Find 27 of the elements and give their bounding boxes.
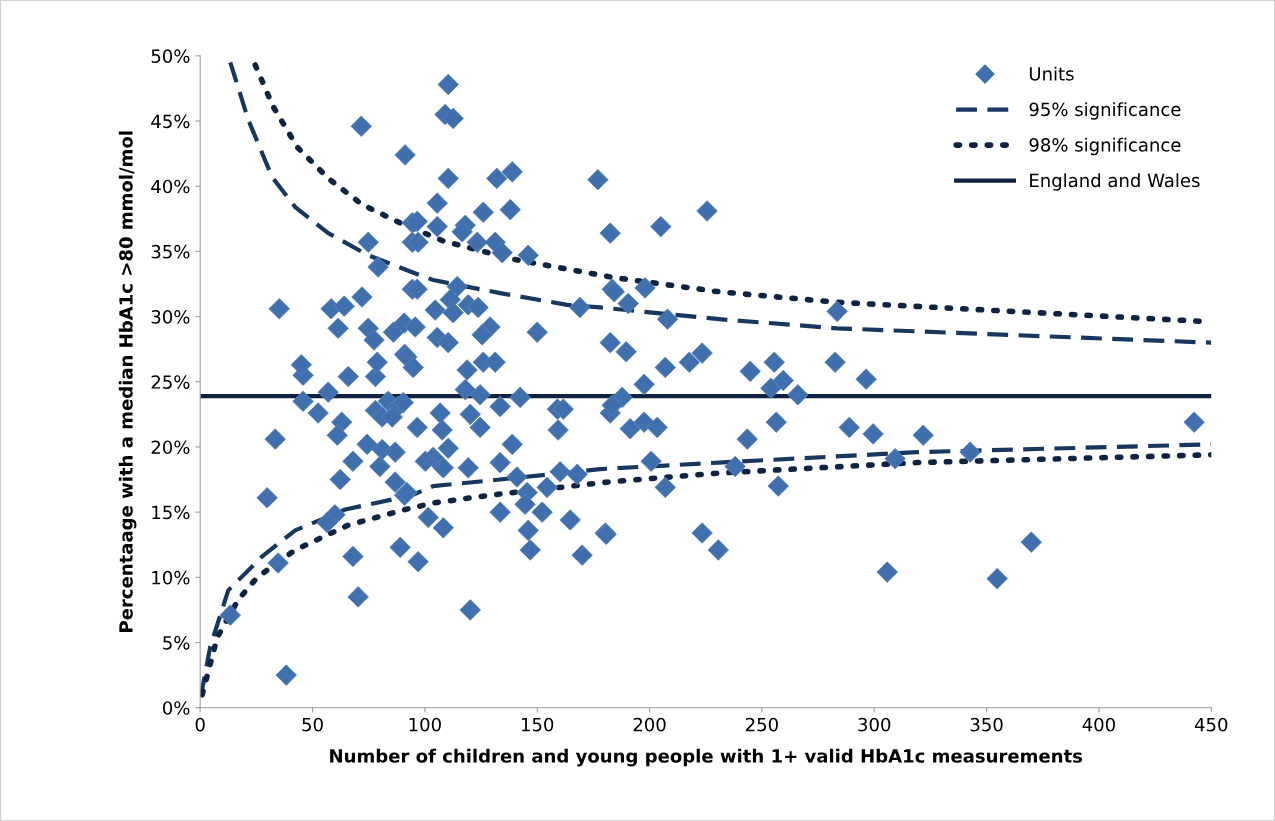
y-tick-label: 0% bbox=[163, 701, 190, 715]
legend-label: 98% significance bbox=[1029, 137, 1181, 156]
x-tick-label: 300 bbox=[858, 717, 891, 732]
y-tick-label: 10% bbox=[152, 570, 190, 585]
x-tick-label: 100 bbox=[409, 717, 441, 732]
x-axis-title: Number of children and young people with 1+ valid HbA1c measurements bbox=[330, 748, 1083, 767]
x-tick-label: 50 bbox=[302, 717, 323, 732]
y-axis-title: Percentaage with a median HbA1c >80 mmol/mol bbox=[118, 131, 137, 632]
y-tick-label: 15% bbox=[152, 505, 190, 520]
y-tick-label: 5% bbox=[163, 635, 190, 650]
x-tick-label: 0 bbox=[195, 717, 205, 732]
y-tick-label: 20% bbox=[151, 440, 190, 455]
y-tick-label: 25% bbox=[151, 375, 190, 389]
x-tick-label: 250 bbox=[745, 717, 778, 732]
x-tick-label: 400 bbox=[1082, 717, 1115, 732]
x-tick-label: 200 bbox=[633, 717, 666, 732]
x-tick-label: 150 bbox=[521, 717, 554, 732]
legend-label: 95% significance bbox=[1029, 102, 1181, 120]
x-tick-label: 350 bbox=[970, 717, 1003, 732]
y-tick-label: 40% bbox=[151, 179, 190, 194]
y-tick-label: 35% bbox=[151, 244, 190, 259]
legend-label: Units bbox=[1029, 66, 1074, 81]
y-tick-label: 30% bbox=[151, 310, 190, 324]
x-tick-label: 450 bbox=[1194, 717, 1228, 732]
y-tick-label: 50% bbox=[151, 49, 190, 63]
y-tick-label: 45% bbox=[151, 114, 190, 129]
legend-label: England and Wales bbox=[1030, 173, 1200, 191]
